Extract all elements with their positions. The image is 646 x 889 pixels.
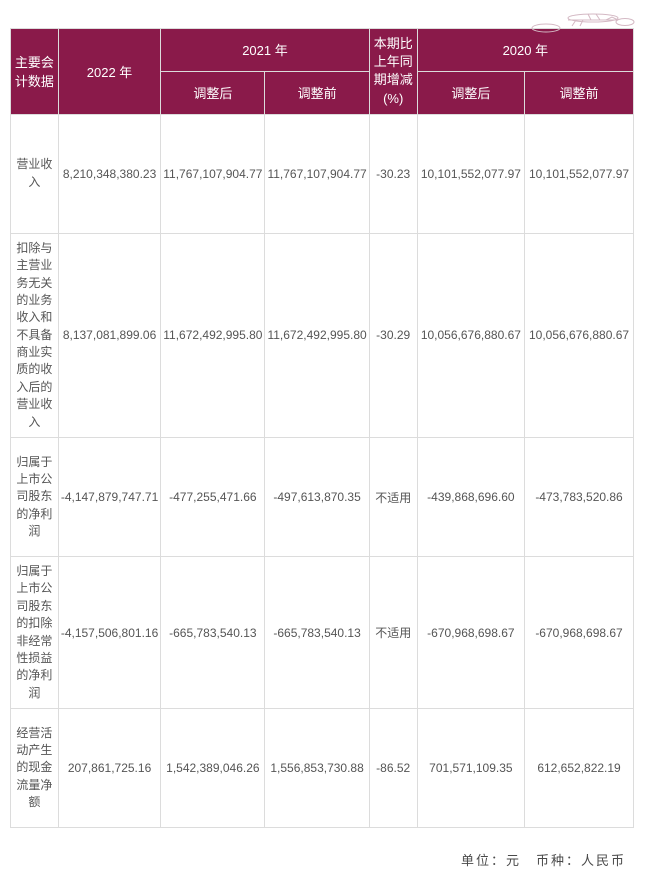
cell-change: 不适用 [369, 557, 417, 709]
hdr-2021-before: 调整前 [265, 71, 369, 114]
hdr-2020: 2020 年 [417, 29, 633, 72]
financial-table: 主要会计数据 2022 年 2021 年 本期比上年同期增减(%) 2020 年… [10, 28, 634, 828]
cell-2020-after: 701,571,109.35 [417, 709, 524, 828]
cell-2022: 8,137,081,899.06 [58, 233, 160, 437]
table-row: 扣除与主营业务无关的业务收入和不具备商业实质的收入后的营业收入 8,137,08… [11, 233, 634, 437]
cell-2021-after: 1,542,389,046.26 [161, 709, 265, 828]
cell-2020-before: -670,968,698.67 [525, 557, 634, 709]
hdr-rowlabel: 主要会计数据 [11, 29, 59, 115]
cell-rowlabel: 归属于上市公司股东的扣除非经常性损益的净利润 [11, 557, 59, 709]
cell-2021-before: -497,613,870.35 [265, 438, 369, 557]
cell-2021-after: 11,672,492,995.80 [161, 233, 265, 437]
table-row: 归属于上市公司股东的净利润 -4,147,879,747.71 -477,255… [11, 438, 634, 557]
cell-2021-before: -665,783,540.13 [265, 557, 369, 709]
unit-currency-note: 单位：元 币种：人民币 [10, 828, 636, 869]
cell-change: 不适用 [369, 438, 417, 557]
cell-change: -86.52 [369, 709, 417, 828]
cell-rowlabel: 归属于上市公司股东的净利润 [11, 438, 59, 557]
cell-2021-before: 1,556,853,730.88 [265, 709, 369, 828]
cell-2022: 8,210,348,380.23 [58, 114, 160, 233]
cell-rowlabel: 营业收入 [11, 114, 59, 233]
cell-2021-after: 11,767,107,904.77 [161, 114, 265, 233]
cell-2020-before: 10,056,676,880.67 [525, 233, 634, 437]
hdr-2021: 2021 年 [161, 29, 369, 72]
hdr-2020-after: 调整后 [417, 71, 524, 114]
cell-change: -30.29 [369, 233, 417, 437]
cell-rowlabel: 扣除与主营业务无关的业务收入和不具备商业实质的收入后的营业收入 [11, 233, 59, 437]
table-body: 营业收入 8,210,348,380.23 11,767,107,904.77 … [11, 114, 634, 827]
cell-2020-before: 10,101,552,077.97 [525, 114, 634, 233]
table-row: 归属于上市公司股东的扣除非经常性损益的净利润 -4,157,506,801.16… [11, 557, 634, 709]
cell-2021-before: 11,767,107,904.77 [265, 114, 369, 233]
table-header: 主要会计数据 2022 年 2021 年 本期比上年同期增减(%) 2020 年… [11, 29, 634, 115]
cell-change: -30.23 [369, 114, 417, 233]
cell-2020-after: -439,868,696.60 [417, 438, 524, 557]
cell-rowlabel: 经营活动产生的现金流量净额 [11, 709, 59, 828]
hdr-2022: 2022 年 [58, 29, 160, 115]
cell-2022: -4,157,506,801.16 [58, 557, 160, 709]
cell-2020-after: -670,968,698.67 [417, 557, 524, 709]
hdr-change: 本期比上年同期增减(%) [369, 29, 417, 115]
cell-2020-after: 10,056,676,880.67 [417, 233, 524, 437]
table-row: 经营活动产生的现金流量净额 207,861,725.16 1,542,389,0… [11, 709, 634, 828]
cell-2021-after: -665,783,540.13 [161, 557, 265, 709]
cell-2021-after: -477,255,471.66 [161, 438, 265, 557]
hdr-2021-after: 调整后 [161, 71, 265, 114]
cell-2022: 207,861,725.16 [58, 709, 160, 828]
cell-2021-before: 11,672,492,995.80 [265, 233, 369, 437]
cell-2020-after: 10,101,552,077.97 [417, 114, 524, 233]
hdr-2020-before: 调整前 [525, 71, 634, 114]
cell-2020-before: -473,783,520.86 [525, 438, 634, 557]
cell-2020-before: 612,652,822.19 [525, 709, 634, 828]
airplane-cloud-icon [528, 6, 638, 34]
cell-2022: -4,147,879,747.71 [58, 438, 160, 557]
page-area: 主要会计数据 2022 年 2021 年 本期比上年同期增减(%) 2020 年… [0, 0, 646, 889]
table-row: 营业收入 8,210,348,380.23 11,767,107,904.77 … [11, 114, 634, 233]
